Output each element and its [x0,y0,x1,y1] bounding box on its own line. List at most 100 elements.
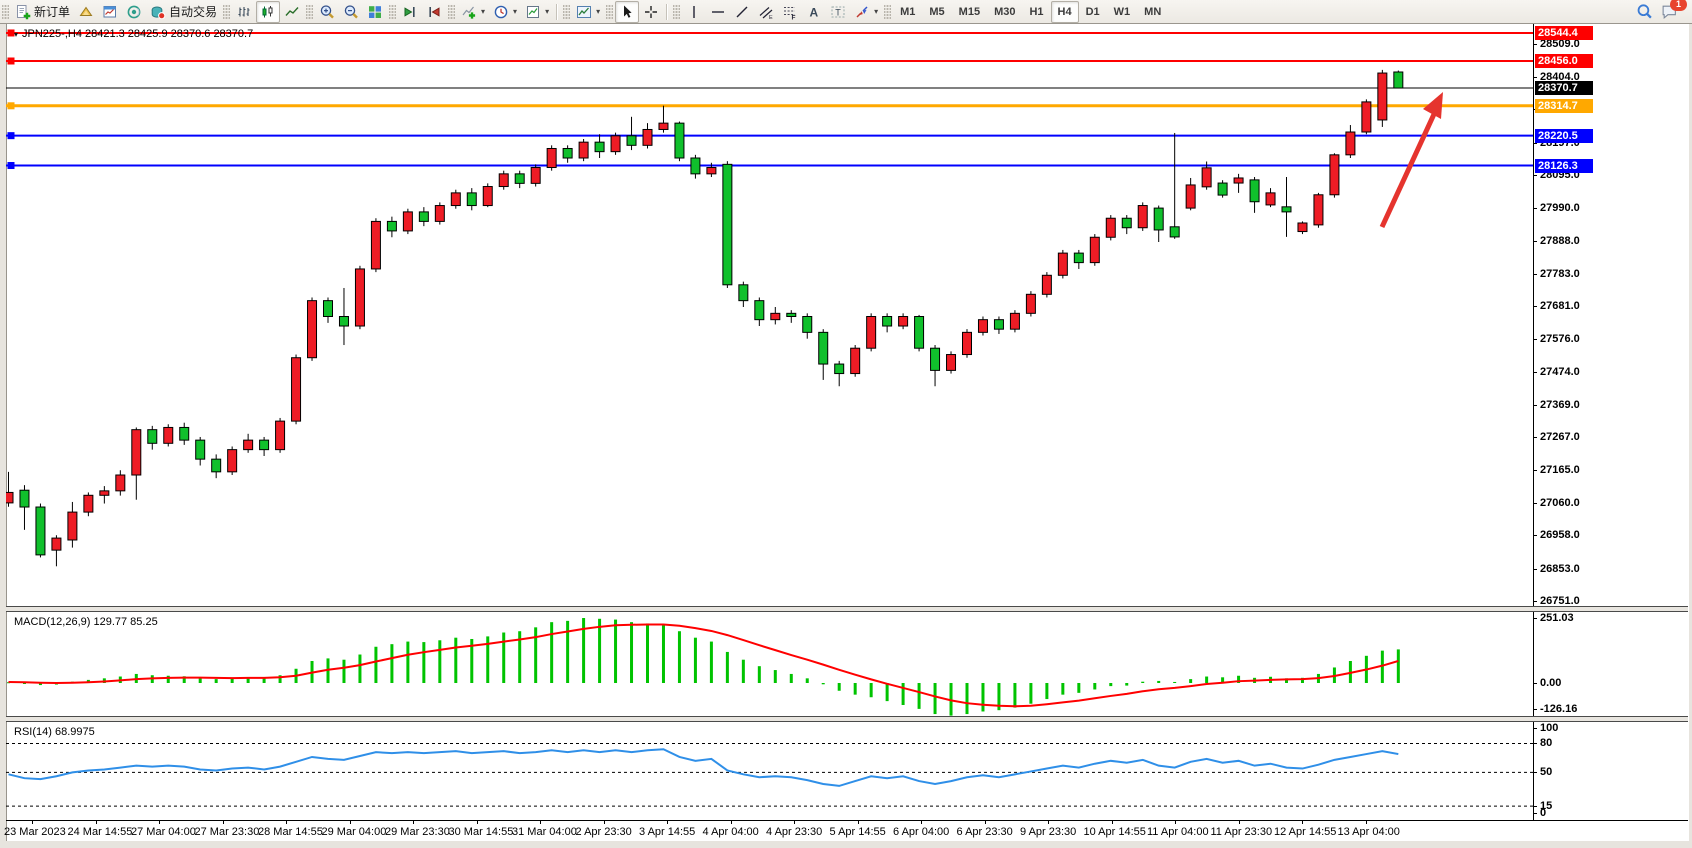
timeframe-button-d1[interactable]: D1 [1085,5,1100,18]
toolbar-button-zoom-in[interactable] [315,1,339,23]
toolbar-button-market-watch[interactable] [98,1,122,23]
toolbar-grip[interactable] [306,3,314,20]
toolbar-button-text-label[interactable]: T [826,1,850,23]
time-axis-tick [603,820,605,824]
toolbar-button-data-window[interactable] [122,1,146,23]
toolbar-grip[interactable] [2,3,9,20]
timeframe-button-m15[interactable]: M15 [958,5,981,18]
hline-anchor[interactable] [7,29,15,37]
toolbar-grip[interactable] [884,3,892,20]
toolbar-button-channel[interactable]: E [754,1,778,23]
toolbar-button-profiles[interactable] [74,1,98,23]
candle-body [977,319,988,333]
timeframe-button-m1[interactable]: M1 [900,5,916,18]
templates-icon [527,5,540,18]
toolbar-button-cursor[interactable] [615,0,640,23]
candle-body [882,316,893,327]
price-chart-pane[interactable] [6,24,1533,607]
toolbar-button-line-chart[interactable] [280,1,304,23]
candle-body [67,511,78,541]
toolbar: 新订单 自动交易 ▾ ▾ ▾ ▾ E F A T ▾ M1 M5 M15 M30 H1 H4 D1 W1 MN 1 [0,0,1692,24]
toolbar-button-notifications[interactable]: 1 [1657,0,1687,23]
hline-anchor[interactable] [7,162,15,170]
timeframe-button-mn[interactable]: MN [1144,5,1162,18]
timeframe-button-w1[interactable]: W1 [1113,5,1131,18]
toolbar-grip[interactable] [448,3,456,20]
chart-title-text: JPN225-,H4 28421.3 28425.9 28370.6 28370… [22,28,254,40]
macd-rsi-splitter[interactable] [6,716,1688,722]
toolbar-button-chart-window[interactable]: ▾ [572,1,604,23]
macd-bar [518,631,522,683]
toolbar-button-zoom-out[interactable] [339,1,363,23]
rsi-axis-label: 80 [1540,736,1553,749]
trend-arrow-annotation[interactable] [1379,92,1443,229]
chart-title: ▾ JPN225-,H4 28421.3 28425.9 28370.6 283… [14,28,253,40]
toolbar-button-arrows[interactable]: ▾ [850,1,882,23]
toolbar-button-crosshair[interactable] [639,1,663,23]
hline-anchor[interactable] [7,102,15,110]
rsi-axis-label: 0 [1540,806,1547,819]
hline-anchor[interactable] [7,57,15,65]
timeframe-button-h4[interactable]: H4 [1050,0,1079,23]
price-axis-label: 28509.0 [1540,37,1580,50]
macd-axis-label: 251.03 [1540,611,1574,624]
toolbar-button-algo-trading[interactable]: 自动交易 [146,1,221,23]
toolbar-button-horizontal-line[interactable] [706,1,730,23]
toolbar-button-fibonacci[interactable]: F [778,1,802,23]
toolbar-button-periods[interactable]: ▾ [489,1,521,23]
data-window-icon [127,5,141,18]
price-axis-label: 27681.0 [1540,300,1580,313]
time-axis-tick [730,820,732,824]
timeframe-button-m30[interactable]: M30 [994,5,1016,18]
macd-bar [1237,675,1241,683]
toolbar-grip[interactable] [563,3,571,20]
toolbar-button-trendline[interactable] [730,1,754,23]
toolbar-button-templates[interactable]: ▾ [521,1,553,23]
toolbar-button-vertical-line[interactable] [682,1,706,23]
toolbar-button-new-order[interactable]: 新订单 [11,1,74,23]
candle-body [1185,184,1196,209]
macd-bar [598,618,602,683]
horizontal-line-objects[interactable] [6,29,1533,170]
toolbar-button-auto-scroll[interactable] [398,1,422,23]
macd-bar [422,642,426,683]
macd-axis-label: -126.16 [1540,702,1578,715]
chart-macd-splitter[interactable] [6,606,1688,612]
toolbar-grip[interactable] [223,3,231,20]
macd-indicator-pane[interactable] [6,612,1533,717]
new-order-icon [17,4,31,19]
toolbar-button-bar-chart[interactable] [232,1,256,23]
toolbar-button-chart-shift[interactable] [422,1,446,23]
toolbar-button-text[interactable]: A [802,1,826,23]
candle-body [1393,71,1404,89]
svg-text:T: T [835,7,841,17]
candle-body [147,429,158,444]
toolbar-grip[interactable] [389,3,397,20]
toolbar-button-tile-windows[interactable] [363,1,387,23]
macd-bar [1285,678,1288,683]
timeframe-button-h1[interactable]: H1 [1029,5,1044,18]
candle-body [514,173,525,184]
time-axis-label: 28 Mar 14:55 [258,826,323,838]
toolbar-grip[interactable] [673,3,681,20]
toolbar-grip[interactable] [606,3,614,20]
price-axis-tick [1533,174,1537,176]
macd-bar [198,677,202,683]
toolbar-button-candlestick-chart[interactable] [256,0,281,23]
candle-body [1169,226,1180,238]
macd-bar [933,683,937,715]
time-axis-tick [32,820,33,824]
macd-bar [550,622,554,683]
macd-bar [981,683,985,712]
toolbar-button-indicators[interactable]: ▾ [457,1,489,23]
dropdown-arrow-icon: ▾ [545,7,550,16]
rsi-indicator-pane[interactable] [6,722,1533,820]
candlestick-chart-icon [262,5,273,17]
price-badge-28126.3: 28126.3 [1535,158,1593,173]
macd-axis-tick [1533,617,1537,619]
hline-anchor[interactable] [7,132,15,140]
toolbar-button-search[interactable] [1632,1,1657,23]
rsi-axis-label: 100 [1540,721,1559,734]
timeframe-button-m5[interactable]: M5 [929,5,945,18]
